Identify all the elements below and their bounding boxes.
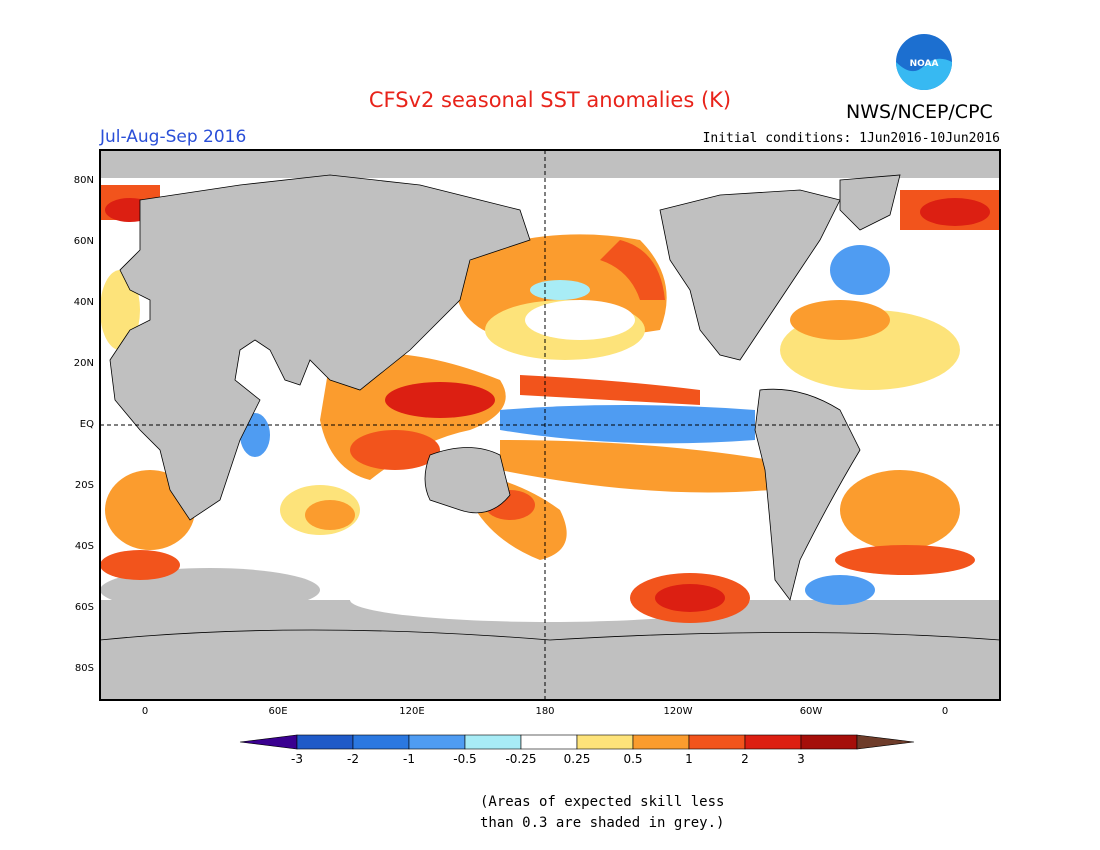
colorbar-swatch bbox=[520, 734, 578, 750]
lon-label: 0 bbox=[941, 706, 949, 717]
note-line-2: than 0.3 are shaded in grey.) bbox=[480, 815, 725, 831]
noaa-logo: NOAA bbox=[894, 32, 954, 92]
chart-title: CFSv2 seasonal SST anomalies (K) bbox=[368, 88, 732, 112]
colorbar-swatch bbox=[296, 734, 354, 750]
colorbar-arrow-low bbox=[239, 734, 298, 750]
note-line-1: (Areas of expected skill less bbox=[480, 794, 725, 810]
colorbar-label: -2 bbox=[347, 752, 359, 766]
lon-label: 60E bbox=[268, 706, 288, 717]
colorbar-label: -0.5 bbox=[453, 752, 477, 766]
colorbar-swatch bbox=[464, 734, 522, 750]
colorbar-label: 2 bbox=[741, 752, 749, 766]
colorbar-label: 0.5 bbox=[623, 752, 643, 766]
colorbar bbox=[239, 734, 915, 750]
colorbar-label: -1 bbox=[403, 752, 415, 766]
colorbar-arrow-high bbox=[856, 734, 915, 750]
colorbar-swatch bbox=[408, 734, 466, 750]
lat-label: 80S bbox=[74, 663, 94, 674]
lat-label: 20S bbox=[74, 480, 94, 491]
colorbar-swatch bbox=[352, 734, 410, 750]
land-masses bbox=[99, 174, 1001, 701]
lat-label: 20N bbox=[73, 358, 94, 369]
agency-label: NWS/NCEP/CPC bbox=[846, 101, 993, 123]
lon-label: 120E bbox=[399, 706, 425, 717]
lat-label: 40N bbox=[73, 297, 94, 308]
initial-conditions-label: Initial conditions: 1Jun2016-10Jun2016 bbox=[702, 131, 1000, 146]
lat-label: 40S bbox=[74, 541, 94, 552]
colorbar-swatch bbox=[800, 734, 858, 750]
colorbar-label: 0.25 bbox=[563, 752, 591, 766]
lat-label: 60N bbox=[73, 236, 94, 247]
colorbar-label: 1 bbox=[685, 752, 693, 766]
colorbar-swatch bbox=[688, 734, 746, 750]
lat-label: 80N bbox=[73, 175, 94, 186]
lon-label: 60W bbox=[799, 706, 823, 717]
lon-label: 0 bbox=[141, 706, 149, 717]
lon-label: 180 bbox=[535, 706, 555, 717]
lat-label: EQ bbox=[79, 419, 94, 430]
period-label: Jul-Aug-Sep 2016 bbox=[100, 127, 247, 147]
colorbar-label: -3 bbox=[291, 752, 303, 766]
colorbar-swatch bbox=[744, 734, 802, 750]
colorbar-swatch bbox=[576, 734, 634, 750]
colorbar-swatch bbox=[632, 734, 690, 750]
lat-label: 60S bbox=[74, 602, 94, 613]
colorbar-label: -0.25 bbox=[505, 752, 537, 766]
logo-text: NOAA bbox=[910, 59, 939, 69]
skill-note: (Areas of expected skill less than 0.3 a… bbox=[480, 792, 724, 834]
lon-label: 120W bbox=[663, 706, 693, 717]
colorbar-label: 3 bbox=[797, 752, 805, 766]
